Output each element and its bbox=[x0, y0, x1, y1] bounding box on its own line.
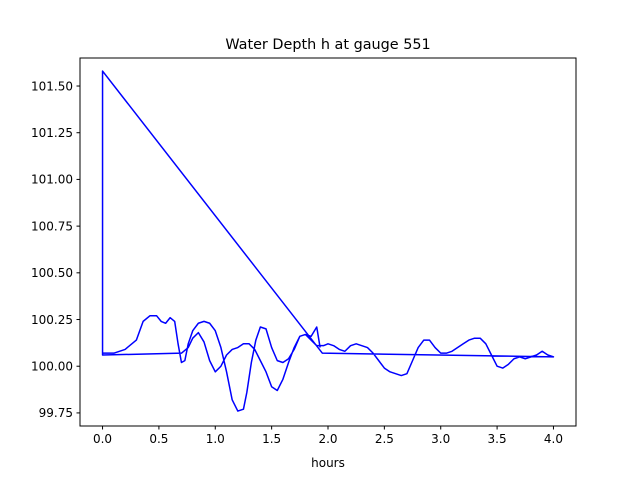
x-axis-label: hours bbox=[311, 456, 345, 470]
x-tick-label: 1.0 bbox=[206, 432, 225, 446]
chart-title: Water Depth h at gauge 551 bbox=[225, 37, 430, 53]
x-tick-label: 3.5 bbox=[488, 432, 507, 446]
y-tick-label: 101.00 bbox=[31, 173, 73, 187]
y-tick-label: 100.75 bbox=[31, 219, 73, 233]
series-layer bbox=[101, 70, 555, 412]
y-tick-label: 101.50 bbox=[31, 79, 73, 93]
series-line-0 bbox=[101, 70, 555, 412]
x-axis: 0.0 0.5 1.0 1.5 2.0 2.5 3.0 3.5 4.0 bbox=[93, 426, 563, 446]
y-tick-label: 101.25 bbox=[31, 126, 73, 140]
y-tick-label: 100.50 bbox=[31, 266, 73, 280]
x-tick-label: 2.0 bbox=[318, 432, 337, 446]
y-tick-label: 100.25 bbox=[31, 313, 73, 327]
y-tick-label: 100.00 bbox=[31, 360, 73, 374]
y-tick-label: 99.75 bbox=[39, 406, 73, 420]
x-tick-label: 0.5 bbox=[149, 432, 168, 446]
x-tick-label: 0.0 bbox=[93, 432, 112, 446]
x-tick-label: 4.0 bbox=[544, 432, 563, 446]
x-tick-label: 1.5 bbox=[262, 432, 281, 446]
x-tick-label: 2.5 bbox=[375, 432, 394, 446]
x-tick-label: 3.0 bbox=[431, 432, 450, 446]
y-axis: 99.75 100.00 100.25 100.50 100.75 101.00 101.2… bbox=[31, 79, 80, 420]
